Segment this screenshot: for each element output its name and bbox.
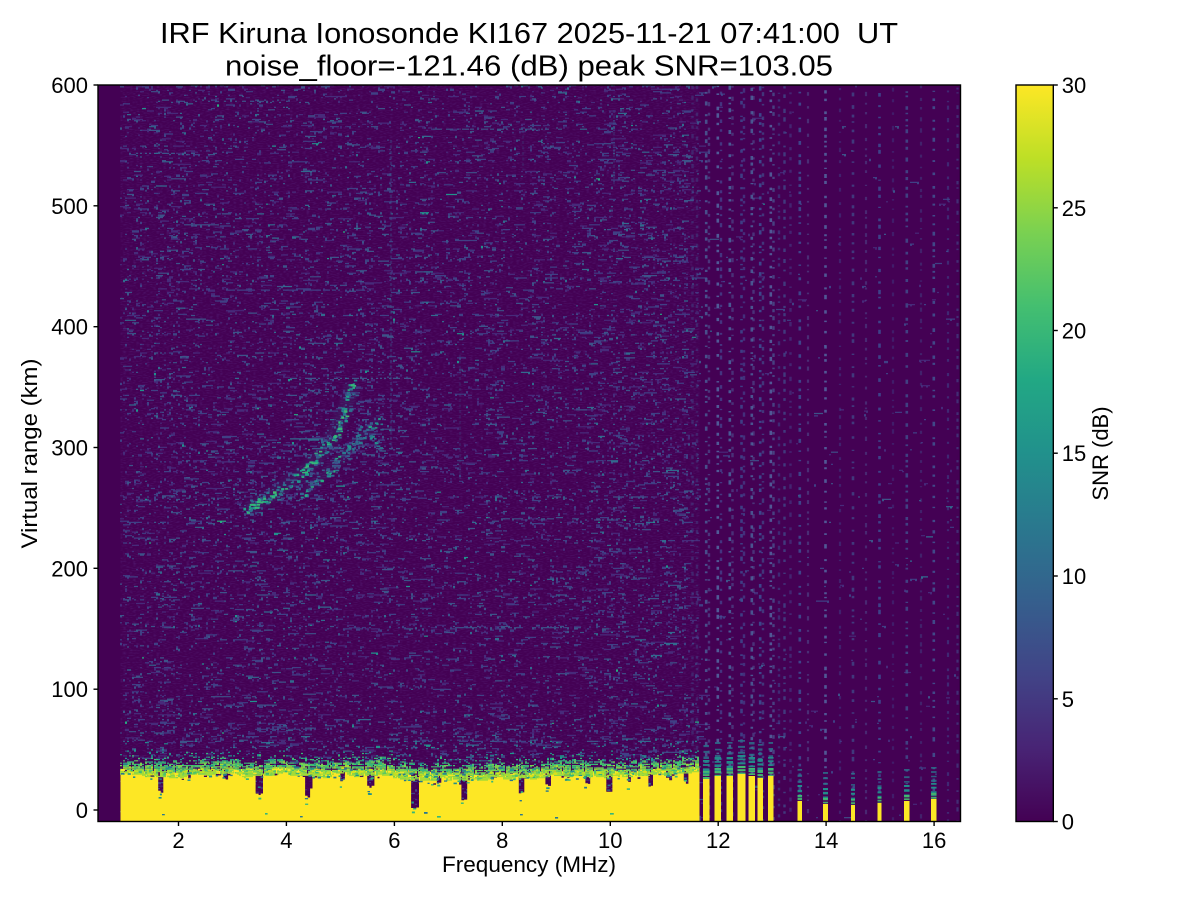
svg-text:200: 200	[51, 556, 88, 581]
svg-text:12: 12	[706, 828, 730, 853]
svg-text:10: 10	[1062, 564, 1086, 589]
svg-text:Virtual range (km): Virtual range (km)	[17, 359, 42, 549]
svg-text:400: 400	[51, 315, 88, 340]
svg-text:2: 2	[172, 828, 184, 853]
svg-text:0: 0	[76, 798, 88, 823]
svg-text:500: 500	[51, 194, 88, 219]
svg-text:25: 25	[1062, 196, 1086, 221]
svg-text:8: 8	[496, 828, 508, 853]
svg-text:6: 6	[388, 828, 400, 853]
svg-text:30: 30	[1062, 73, 1086, 98]
svg-text:16: 16	[922, 828, 946, 853]
svg-text:15: 15	[1062, 441, 1086, 466]
svg-text:20: 20	[1062, 319, 1086, 344]
svg-text:noise_floor=-121.46 (dB) peak: noise_floor=-121.46 (dB) peak SNR=103.05	[225, 51, 833, 83]
svg-text:600: 600	[51, 73, 88, 98]
svg-text:10: 10	[598, 828, 622, 853]
svg-text:100: 100	[51, 677, 88, 702]
svg-text:SNR (dB): SNR (dB)	[1088, 406, 1113, 500]
svg-text:14: 14	[814, 828, 838, 853]
svg-text:5: 5	[1062, 687, 1074, 712]
svg-text:0: 0	[1062, 810, 1074, 835]
svg-text:300: 300	[51, 436, 88, 461]
svg-text:4: 4	[280, 828, 292, 853]
svg-text:IRF Kiruna Ionosonde KI167 202: IRF Kiruna Ionosonde KI167 2025-11-21 07…	[160, 18, 898, 50]
svg-text:Frequency (MHz): Frequency (MHz)	[442, 852, 616, 877]
